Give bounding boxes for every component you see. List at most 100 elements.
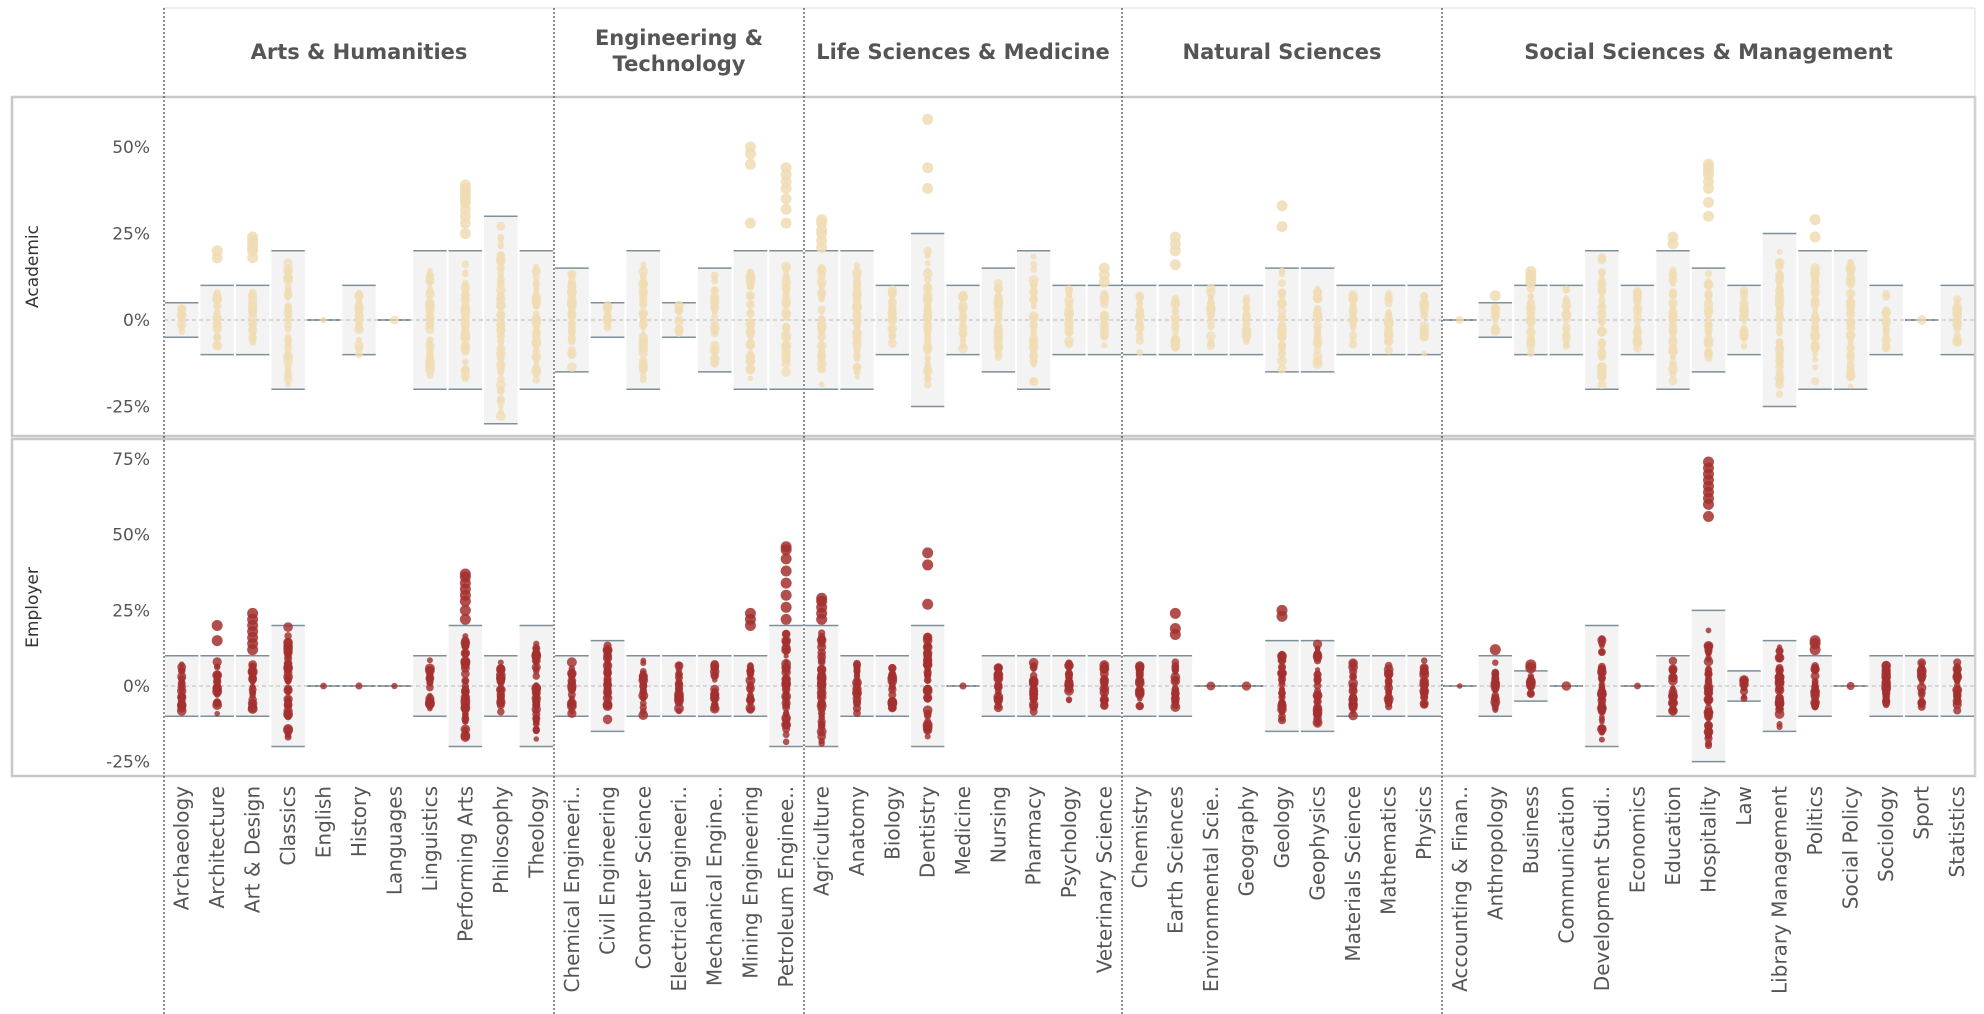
data-point bbox=[888, 288, 897, 298]
subject-label: Petroleum Enginee.. bbox=[774, 786, 798, 987]
data-points bbox=[176, 113, 1963, 750]
data-point bbox=[1952, 319, 1963, 330]
data-point bbox=[426, 301, 434, 309]
data-point bbox=[284, 321, 293, 330]
data-point bbox=[640, 371, 647, 379]
data-point bbox=[1421, 308, 1428, 315]
data-point bbox=[747, 357, 754, 364]
data-point bbox=[1882, 315, 1890, 323]
data-point bbox=[1135, 331, 1144, 340]
outlier-point bbox=[922, 183, 934, 195]
data-point bbox=[852, 338, 862, 348]
data-point bbox=[177, 701, 186, 710]
data-point bbox=[924, 356, 931, 363]
data-point bbox=[1028, 675, 1039, 686]
data-point bbox=[1101, 315, 1108, 321]
data-point bbox=[1527, 672, 1534, 680]
data-point bbox=[461, 305, 470, 313]
data-point bbox=[1810, 296, 1820, 306]
data-point bbox=[817, 642, 827, 652]
data-point bbox=[284, 316, 292, 324]
data-point bbox=[284, 290, 292, 298]
data-point bbox=[1705, 352, 1712, 359]
data-point bbox=[1774, 672, 1785, 683]
data-point bbox=[425, 273, 435, 282]
subject-label: Education bbox=[1661, 786, 1685, 886]
data-point bbox=[355, 682, 363, 690]
data-point bbox=[1277, 298, 1287, 309]
data-point bbox=[1385, 688, 1393, 696]
data-point bbox=[1419, 321, 1430, 331]
data-point bbox=[1348, 710, 1358, 721]
data-point bbox=[532, 375, 541, 384]
data-point bbox=[214, 335, 220, 342]
data-point bbox=[496, 701, 505, 710]
data-point bbox=[638, 286, 649, 296]
subject-label: Biology bbox=[880, 786, 904, 860]
data-point bbox=[533, 363, 540, 370]
data-point bbox=[1279, 293, 1285, 300]
data-point bbox=[817, 658, 826, 667]
data-point bbox=[1670, 316, 1676, 322]
data-point bbox=[1847, 259, 1854, 266]
data-point bbox=[1207, 338, 1214, 345]
data-point bbox=[1065, 670, 1073, 679]
subject-label: Geophysics bbox=[1306, 786, 1330, 901]
data-point bbox=[1312, 651, 1323, 662]
data-point bbox=[640, 331, 646, 337]
data-point bbox=[1775, 666, 1784, 675]
data-point bbox=[1668, 692, 1678, 701]
data-point bbox=[639, 344, 648, 353]
outlier-point bbox=[780, 162, 792, 174]
data-point bbox=[1812, 683, 1819, 690]
data-point bbox=[532, 672, 541, 680]
data-point bbox=[1668, 270, 1678, 280]
data-point bbox=[639, 364, 647, 372]
data-point bbox=[1312, 639, 1323, 649]
y-tick-label: 0% bbox=[123, 677, 150, 697]
data-point bbox=[1419, 676, 1429, 686]
data-point bbox=[567, 335, 576, 344]
y-tick-label: 50% bbox=[112, 138, 150, 158]
data-point bbox=[783, 719, 790, 726]
data-point bbox=[495, 349, 506, 359]
data-point bbox=[1206, 681, 1216, 691]
data-point bbox=[495, 285, 506, 295]
y-tick-label: 75% bbox=[112, 450, 150, 470]
subject-label: Nursing bbox=[986, 786, 1010, 863]
data-point bbox=[1563, 338, 1570, 345]
data-point bbox=[923, 306, 932, 315]
data-point bbox=[1597, 347, 1607, 358]
outlier-point bbox=[1489, 290, 1501, 302]
data-point bbox=[1597, 372, 1607, 381]
data-point bbox=[818, 266, 825, 273]
outlier-point bbox=[780, 217, 792, 229]
data-point bbox=[391, 682, 398, 690]
data-point bbox=[285, 381, 292, 388]
data-point bbox=[567, 319, 577, 329]
outlier-point bbox=[922, 598, 934, 610]
data-point bbox=[959, 341, 967, 349]
data-point bbox=[532, 698, 541, 707]
data-point bbox=[887, 323, 898, 334]
data-point bbox=[462, 648, 469, 655]
data-point bbox=[1562, 322, 1571, 331]
data-point bbox=[747, 341, 754, 348]
data-point bbox=[782, 738, 790, 746]
data-point bbox=[1029, 350, 1039, 361]
data-point bbox=[887, 297, 897, 307]
subject-label: Materials Science bbox=[1341, 786, 1365, 962]
data-point bbox=[426, 344, 433, 351]
data-point bbox=[462, 718, 469, 725]
data-point bbox=[1740, 342, 1748, 350]
data-point bbox=[747, 349, 754, 356]
data-point bbox=[674, 679, 684, 689]
data-point bbox=[1810, 671, 1820, 681]
data-point bbox=[495, 411, 506, 422]
data-point bbox=[1810, 331, 1821, 342]
data-point bbox=[533, 659, 540, 666]
data-point bbox=[1598, 308, 1605, 315]
data-point bbox=[178, 324, 185, 332]
data-point bbox=[1740, 695, 1748, 703]
